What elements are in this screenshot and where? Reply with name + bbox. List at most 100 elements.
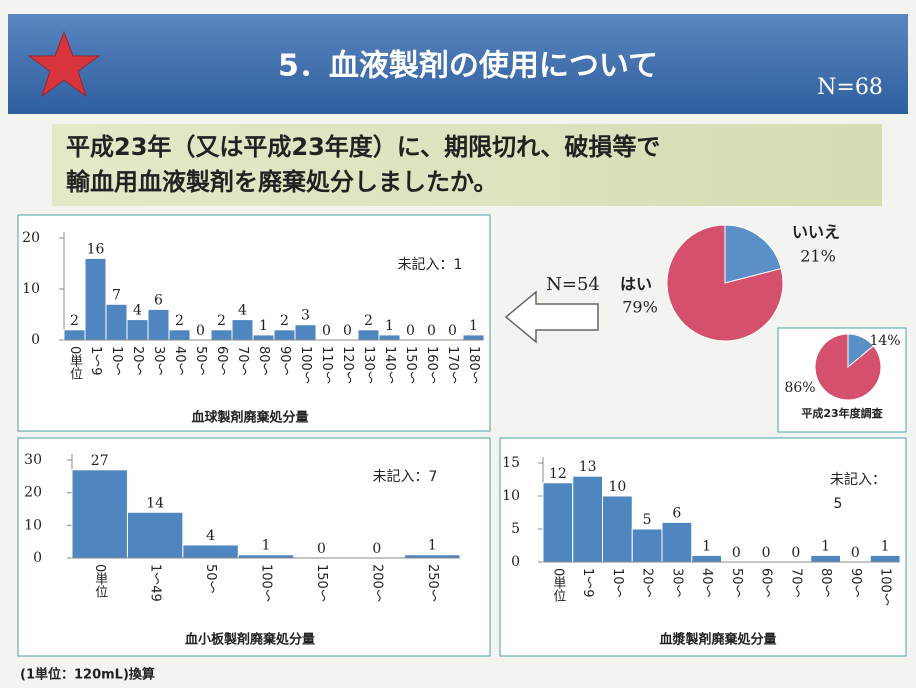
annotation: 未記入：7	[373, 468, 438, 485]
y-tick-label: 0	[31, 332, 40, 348]
data-label: 14	[146, 495, 164, 511]
arrow	[504, 290, 599, 344]
bar	[105, 303, 128, 341]
data-label: 0	[851, 545, 860, 561]
bar	[691, 554, 722, 563]
bar	[869, 554, 901, 563]
bar	[631, 528, 663, 563]
x-tick-label: 140～	[382, 346, 397, 384]
x-tick-label: 1～9	[580, 568, 595, 598]
data-label: 0	[791, 545, 800, 561]
data-label: 6	[154, 292, 163, 308]
x-tick-label: 150～	[314, 564, 329, 602]
y-tick-label: 0	[33, 550, 42, 566]
bar	[182, 544, 239, 559]
x-tick-label: 130～	[361, 346, 376, 384]
data-label: 1	[469, 318, 478, 334]
x-tick-label: 40～	[172, 346, 187, 376]
x-tick-label: 170～	[445, 346, 460, 384]
x-tick-label: 110～	[319, 346, 334, 384]
data-label: 3	[301, 308, 310, 324]
data-label: 4	[238, 303, 247, 319]
header-band	[8, 14, 908, 114]
y-tick-label: 30	[24, 452, 42, 468]
pie-slice	[724, 224, 782, 284]
data-label: 4	[206, 528, 215, 544]
bar	[572, 475, 603, 563]
pie-slice	[666, 224, 784, 342]
bar	[378, 334, 401, 341]
y-tick-label: 10	[22, 281, 40, 297]
question-box	[52, 124, 882, 206]
bar	[231, 319, 254, 341]
bar	[542, 482, 574, 563]
data-label: 0	[448, 323, 457, 339]
data-label: 7	[112, 287, 121, 303]
data-label: 1	[428, 538, 437, 554]
data-label: 1	[821, 538, 830, 554]
data-label: 0	[732, 545, 741, 561]
bar	[63, 329, 86, 341]
data-label: 12	[549, 466, 567, 482]
question-line: 平成23年（又は平成23年度）に、期限切れ、破損等で	[66, 133, 660, 161]
x-tick-label: 100～	[259, 564, 274, 602]
question-line: 輸血用血液製剤を廃棄処分しましたか。	[66, 168, 498, 196]
data-label: 2	[364, 313, 373, 329]
data-label: 1	[881, 538, 890, 554]
x-tick-label: 90～	[848, 568, 863, 598]
data-label: 4	[133, 303, 142, 319]
bar	[126, 511, 184, 559]
data-label: 1	[259, 318, 268, 334]
bar	[71, 469, 128, 559]
data-label: 13	[579, 459, 597, 475]
bar	[462, 334, 485, 341]
header-n: N=68	[817, 75, 883, 100]
slice-value: 14%	[869, 333, 900, 349]
x-tick-label: 20～	[640, 568, 655, 598]
bar	[84, 257, 107, 341]
y-tick-label: 20	[22, 230, 40, 246]
x-tick-label: 30～	[151, 346, 166, 376]
x-axis-label: 血漿製剤廃棄処分量	[659, 632, 776, 648]
y-tick-label: 5	[511, 521, 520, 537]
bar	[294, 324, 317, 341]
x-tick-label: 80～	[256, 346, 271, 376]
x-tick-label: 50～	[193, 346, 208, 376]
data-label: 1	[702, 538, 711, 554]
x-tick-label: 60～	[759, 568, 774, 598]
data-label: 10	[608, 479, 626, 495]
x-tick-label: 150～	[403, 346, 418, 384]
x-tick-label: 1～49	[148, 564, 163, 602]
annotation: 未記入：	[830, 471, 886, 488]
y-tick-label: 10	[502, 488, 520, 504]
header-title: 5．血液製剤の使用について	[278, 49, 658, 84]
x-tick-label: 50～	[203, 564, 218, 594]
x-tick-label: 120～	[340, 346, 355, 384]
x-tick-label: 10～	[109, 346, 124, 376]
pie-slice	[814, 333, 882, 401]
x-tick-label: 250～	[425, 564, 440, 602]
data-label: 0	[372, 541, 381, 557]
data-label: 2	[175, 313, 184, 329]
star-icon	[27, 30, 101, 98]
x-tick-label: 30～	[669, 568, 684, 598]
bar	[252, 334, 275, 341]
x-tick-label: 10～	[610, 568, 625, 598]
data-label: 0	[196, 323, 205, 339]
bar	[357, 329, 380, 341]
data-label: 2	[217, 313, 226, 329]
x-axis-label: 血小板製剤廃棄処分量	[185, 632, 315, 648]
x-tick-label: 100～	[298, 346, 313, 384]
x-tick-label: 0単位	[67, 346, 83, 381]
data-label: 0	[343, 323, 352, 339]
bar	[602, 495, 633, 563]
y-tick-label: 20	[24, 485, 42, 501]
x-tick-label: 50～	[729, 568, 744, 598]
x-tick-label: 160～	[424, 346, 439, 384]
slice-label: いいえ	[792, 223, 840, 242]
annotation: N=54	[546, 274, 600, 295]
x-tick-label: 0単位	[92, 564, 108, 599]
pie-title: 平成23年度調査	[801, 406, 882, 420]
data-label: 2	[280, 313, 289, 329]
